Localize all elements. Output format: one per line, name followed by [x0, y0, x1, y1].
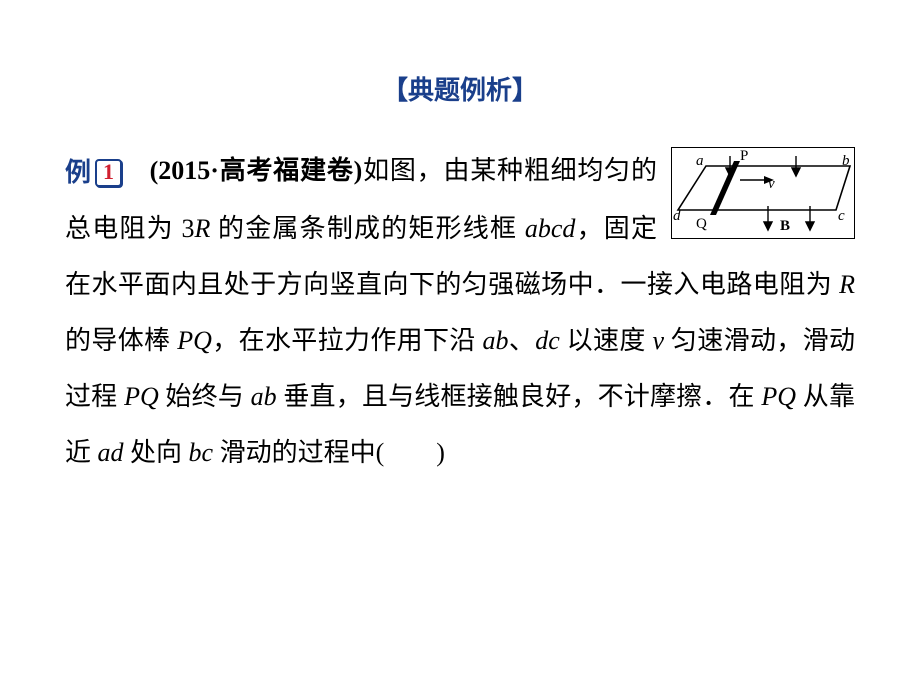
var4: PQ — [177, 326, 212, 355]
seg13: 滑动的过程中( ) — [213, 438, 445, 467]
problem-body: a b c d P Q v B 例1 (2015·高考福建卷)如图，由某种粗细均… — [65, 143, 855, 480]
seg10: 垂直，且与线框接触良好，不计摩擦．在 — [277, 382, 762, 411]
seg12: 处向 — [124, 438, 189, 467]
fig-label-v: v — [768, 176, 775, 192]
var5: ab — [483, 326, 509, 355]
var7: v — [653, 326, 665, 355]
fig-label-c: c — [838, 208, 845, 224]
var12: bc — [189, 438, 214, 467]
fig-label-P: P — [740, 148, 748, 164]
fig-label-Q: Q — [696, 216, 707, 232]
example-number: 1 — [95, 159, 122, 187]
var1: R — [194, 214, 210, 243]
seg2: 的金属条制成的矩形线框 — [210, 214, 525, 243]
var9: ab — [251, 382, 277, 411]
fig-label-d: d — [673, 208, 681, 224]
fig-label-a: a — [696, 153, 704, 169]
section-title: 【典题例析】 — [65, 70, 855, 107]
seg6: 、 — [509, 326, 536, 355]
fig-label-b: b — [842, 153, 850, 169]
seg5: ，在水平拉力作用下沿 — [212, 326, 483, 355]
var11: ad — [98, 438, 124, 467]
fig-label-B: B — [780, 218, 790, 234]
seg7: 以速度 — [560, 326, 653, 355]
var10: PQ — [761, 382, 796, 411]
example-prefix: 例 — [65, 158, 91, 187]
var6: dc — [535, 326, 560, 355]
example-badge: 例1 — [65, 145, 122, 201]
seg9: 始终与 — [159, 382, 251, 411]
var8: PQ — [124, 382, 159, 411]
circuit-figure: a b c d P Q v B — [671, 147, 855, 239]
seg4: 的导体棒 — [65, 326, 177, 355]
var2: abcd — [525, 214, 576, 243]
problem-source: (2015·高考福建卷) — [150, 156, 363, 185]
var3: R — [839, 270, 855, 299]
